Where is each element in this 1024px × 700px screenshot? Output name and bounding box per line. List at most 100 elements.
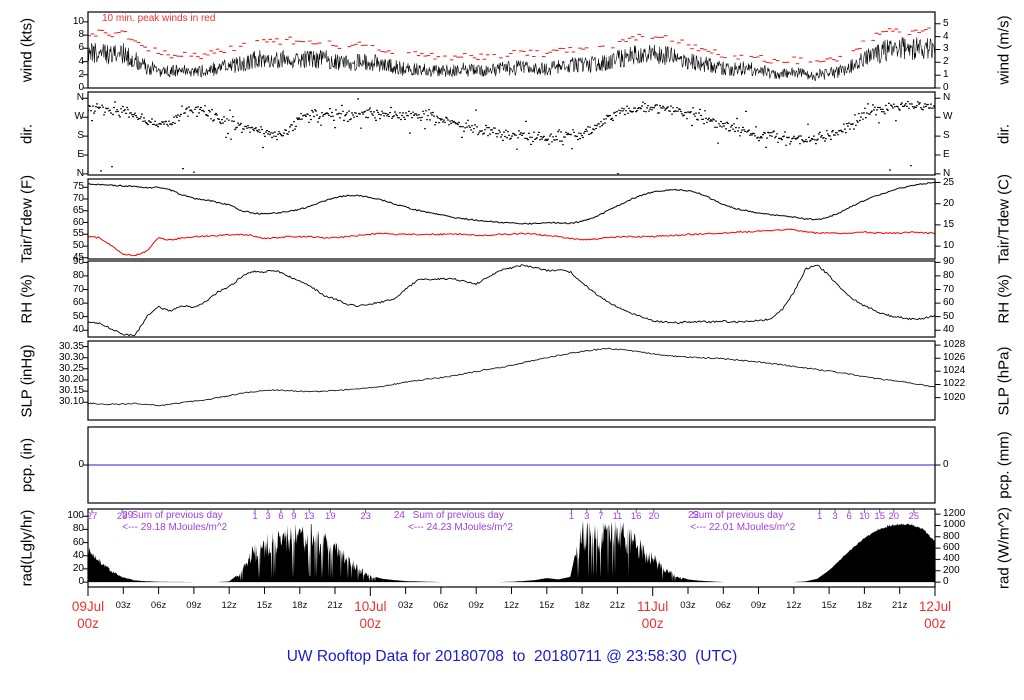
x-tick-label-03z: 03z xyxy=(115,600,131,611)
rad-cumulative-mark-3: 3 xyxy=(584,511,590,522)
tick-label-rh-left: 40 xyxy=(72,324,84,336)
tick-label-dir-left: N xyxy=(76,167,84,179)
tick-label-dir-left: S xyxy=(77,130,84,142)
rad-cumulative-mark-1: 1 xyxy=(252,511,258,522)
peak-winds-note: 10 min. peak winds in red xyxy=(102,13,216,24)
rad-sum-number: 22 xyxy=(687,510,700,521)
x-tick-label-09z: 09z xyxy=(468,600,484,611)
x-tick-label-18z: 18z xyxy=(574,600,590,611)
tick-label-tair-right: 25 xyxy=(943,176,955,188)
rad-cumulative-mark-15: 15 xyxy=(874,511,885,522)
tick-label-dir-right: N xyxy=(943,92,951,104)
tick-label-rh-left: 90 xyxy=(72,256,84,268)
tick-label-dir-right: W xyxy=(943,111,953,123)
axis-title-rad-lgly: rad(Lgly/hr) xyxy=(18,509,36,587)
tick-label-slp-left: 30.35 xyxy=(58,340,84,352)
tick-label-rad-right: 1200 xyxy=(943,508,966,520)
tick-label-rh-left: 50 xyxy=(72,310,84,322)
tick-label-rad-left: 100 xyxy=(67,510,84,522)
tick-label-dir-right: E xyxy=(943,149,950,161)
axis-title-tair-f: Tair/Tdew (F) xyxy=(18,174,36,264)
tick-label-tair-left: 50 xyxy=(72,240,84,252)
rad-sum-value: <--- 24.23 MJoules/m^2 xyxy=(407,522,513,533)
tick-label-rh-right: 50 xyxy=(943,310,955,322)
x-tick-label-09z: 09z xyxy=(186,600,202,611)
tick-label-rh-left: 80 xyxy=(72,269,84,281)
tick-label-dir-left: W xyxy=(74,111,84,123)
rad-cumulative-mark-16: 16 xyxy=(630,511,642,522)
rad-sum-number: 29 xyxy=(122,510,134,521)
tick-label-tair-right: 10 xyxy=(943,240,955,252)
rad-cumulative-mark-13: 13 xyxy=(303,511,315,522)
axis-title-wind-ms: wind (m/s) xyxy=(995,15,1013,85)
rad-sum-number: 24 xyxy=(393,510,405,521)
tick-label-slp-right: 1022 xyxy=(943,378,966,390)
axis-title-rh-right: RH (%) xyxy=(995,274,1013,324)
x-tick-label-18z: 18z xyxy=(292,600,308,611)
tick-label-rad-left: 60 xyxy=(72,536,84,548)
rad-cumulative-mark-1: 1 xyxy=(568,511,575,522)
tick-label-wind-right: 0 xyxy=(943,82,949,93)
tick-label-slp-left: 30.25 xyxy=(58,362,84,374)
tick-label-slp-left: 30.15 xyxy=(58,385,84,397)
tick-label-rh-right: 70 xyxy=(943,283,955,295)
x-day-label-09Jul: 09Jul 00z xyxy=(71,599,105,631)
tick-label-rad-right: 800 xyxy=(943,530,960,542)
rad-cumulative-mark-20: 20 xyxy=(888,511,900,522)
tick-label-rad-left: 0 xyxy=(78,576,84,588)
tick-label-rh-right: 60 xyxy=(943,297,955,309)
tick-label-tair-right: 20 xyxy=(943,197,955,209)
x-tick-label-03z: 03z xyxy=(680,600,696,611)
rad-cumulative-mark-19: 19 xyxy=(325,511,336,522)
axis-title-dir-left: dir. xyxy=(18,123,36,144)
tick-label-dir-right: S xyxy=(943,130,950,142)
x-tick-label-21z: 21z xyxy=(327,600,343,611)
tick-label-tair-left: 55 xyxy=(72,228,84,240)
rad-cumulative-mark-11: 11 xyxy=(612,511,623,522)
x-tick-label-12z: 12z xyxy=(503,600,520,611)
rad-cumulative-mark-1: 1 xyxy=(817,511,823,522)
tick-label-wind-left: 10 xyxy=(72,15,84,27)
page-title: UW Rooftop Data for 20180708 to 20180711… xyxy=(286,648,738,665)
tick-label-slp-left: 30.20 xyxy=(58,373,84,385)
x-day-label-10Jul: 10Jul 00z xyxy=(354,599,387,631)
tick-label-slp-right: 1028 xyxy=(943,339,966,351)
tick-label-slp-right: 1026 xyxy=(943,352,966,364)
rad-cumulative-mark-25: 25 xyxy=(908,511,920,522)
tick-label-slp-right: 1020 xyxy=(943,391,966,403)
x-tick-label-06z: 06z xyxy=(715,600,731,611)
x-tick-label-03z: 03z xyxy=(397,600,414,611)
axis-title-wind-kts: wind (kts) xyxy=(18,17,36,83)
axis-title-slp-inhg: SLP (inHg) xyxy=(18,343,36,418)
rad-sum-label: Sum of previous day xyxy=(131,510,223,521)
x-tick-label-12z: 12z xyxy=(221,600,237,611)
x-tick-label-15z: 15z xyxy=(821,600,837,611)
tick-label-wind-left: 6 xyxy=(78,42,84,54)
tick-label-slp-left: 30.10 xyxy=(58,396,84,408)
axis-title-rad-wm2: rad (W/m^2) xyxy=(995,506,1013,590)
axis-title-rh-left: RH (%) xyxy=(18,274,36,324)
panel-plot-tair xyxy=(88,181,935,257)
rad-cumulative-mark-29: 29 xyxy=(116,511,128,522)
panel-plot-dir xyxy=(88,98,935,175)
tick-label-wind-right: 4 xyxy=(943,30,949,42)
rad-cumulative-mark-3: 3 xyxy=(265,511,271,522)
rad-sum-label: Sum of previous day xyxy=(692,510,784,521)
tick-label-rh-right: 40 xyxy=(943,324,955,336)
axis-title-pcp-in: pcp. (in) xyxy=(18,437,36,493)
rad-cumulative-mark-9: 9 xyxy=(291,511,297,522)
tick-label-rad-left: 80 xyxy=(72,523,84,535)
tick-label-rad-right: 200 xyxy=(943,564,960,576)
rad-cumulative-mark-6: 6 xyxy=(278,511,284,522)
rad-sum-value: <--- 22.01 MJoules/m^2 xyxy=(690,522,796,533)
tick-label-wind-right: 1 xyxy=(943,69,949,81)
tick-label-pcp-left: 0 xyxy=(78,459,84,470)
axis-title-slp-hpa: SLP (hPa) xyxy=(995,346,1013,415)
x-tick-label-12z: 12z xyxy=(786,600,802,611)
tick-label-tair-left: 75 xyxy=(72,181,84,193)
axis-title-dir-right: dir. xyxy=(995,123,1013,144)
tick-label-rad-right: 400 xyxy=(943,553,960,565)
x-tick-label-15z: 15z xyxy=(539,600,555,611)
tick-label-rh-right: 90 xyxy=(943,256,955,268)
